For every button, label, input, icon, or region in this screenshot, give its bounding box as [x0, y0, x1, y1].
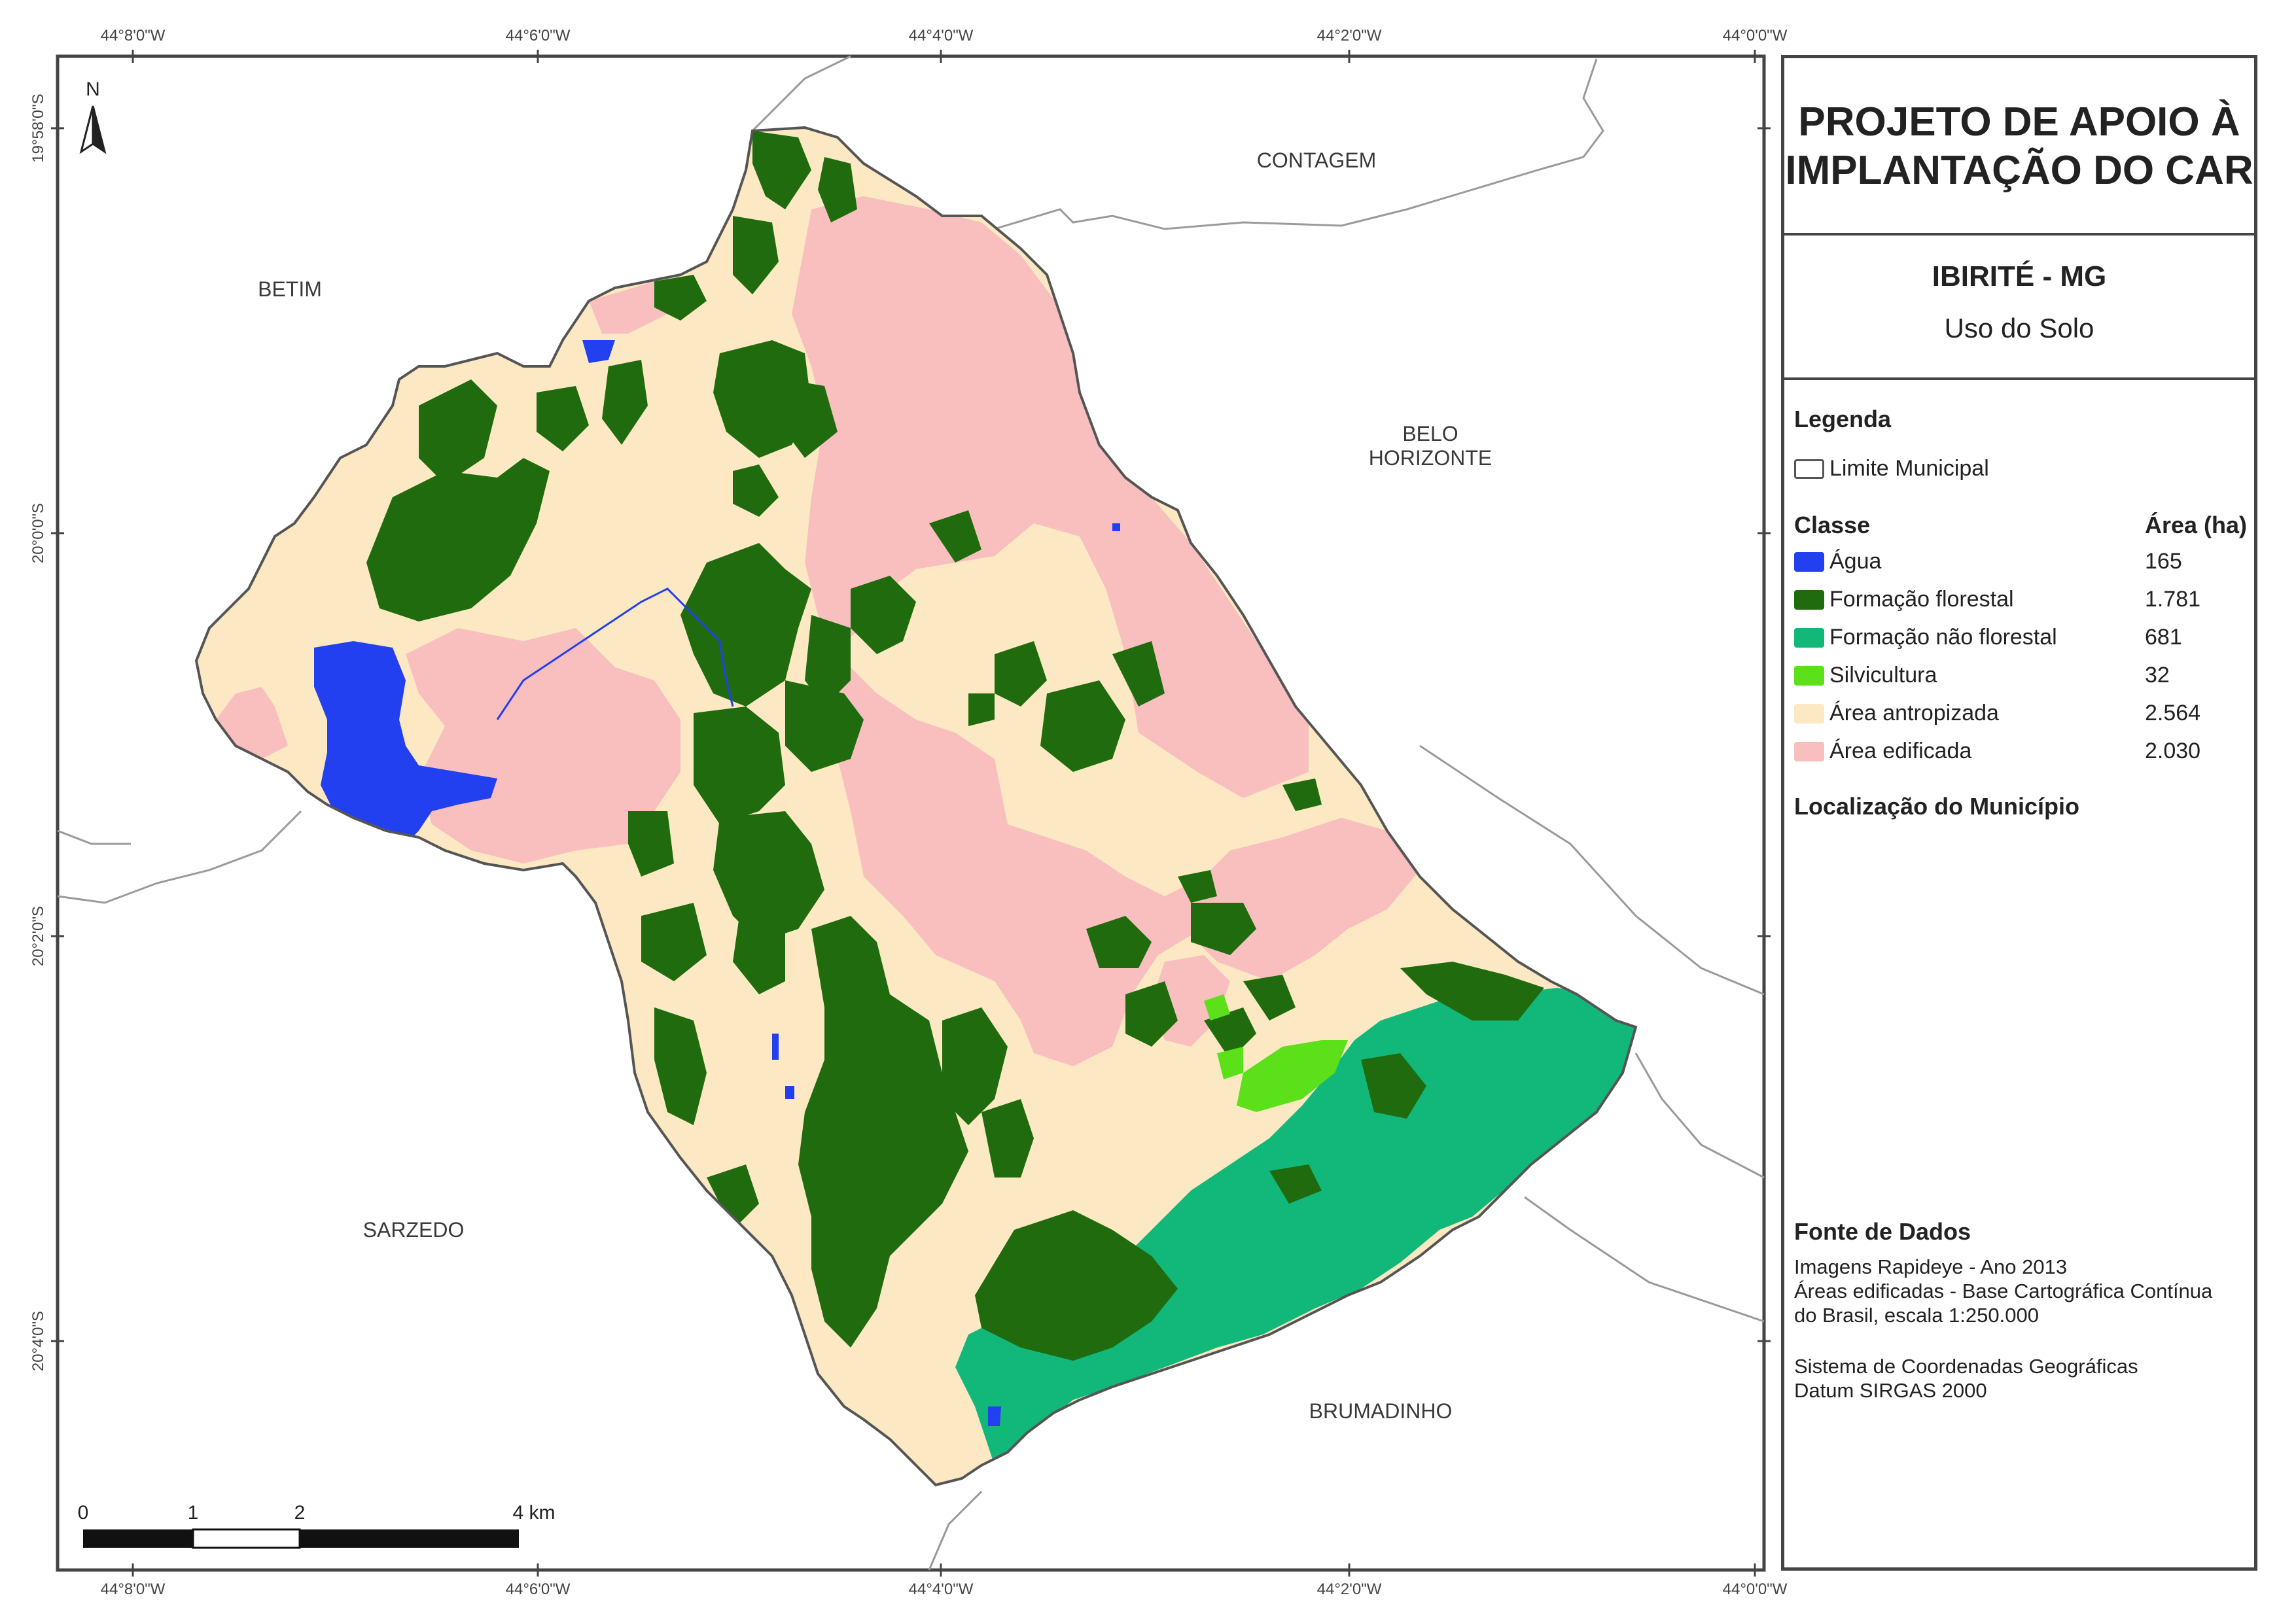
map-title: PROJETO DE APOIO À IMPLANTAÇÃO DO CAR	[1784, 98, 2254, 195]
source-line-1: Imagens Rapideye - Ano 2013	[1794, 1255, 2068, 1278]
label-sarzedo: SARZEDO	[363, 1218, 465, 1242]
legend-area-silvicultura: 32	[2145, 663, 2170, 688]
scale-label-4: 4 km	[512, 1502, 555, 1524]
lon-label-top-5: 44°0'0"W	[1723, 27, 1788, 44]
latitude-labels: 19°58'0"S 20°0'0"S 20°2'0"S 20°4'0"S	[29, 94, 47, 1371]
locator-heading: Localização do Município	[1794, 793, 2080, 820]
lon-label-bottom-1: 44°8'0"W	[101, 1580, 166, 1598]
graticule-ticks	[51, 50, 1771, 1577]
scale-bar: 0 1 2 4 km	[78, 1502, 556, 1549]
source-line-3: do Brasil, escala 1:250.000	[1794, 1304, 2039, 1327]
legend-label-formacao-nao-florestal: Formação não florestal	[1829, 625, 2057, 650]
lon-label-top-2: 44°6'0"W	[506, 27, 571, 44]
legend-area-area-edificada: 2.030	[2145, 739, 2201, 763]
legend-swatch-formacao-florestal	[1794, 590, 1824, 610]
legend-label-boundary: Limite Municipal	[1829, 456, 1989, 481]
class-heading: Classe	[1794, 512, 1871, 538]
legend-area-formacao-nao-florestal: 681	[2145, 625, 2182, 650]
lon-label-top-4: 44°2'0"W	[1317, 27, 1382, 44]
legend-heading: Legenda	[1794, 406, 1892, 432]
panel-divider-2	[1784, 377, 2254, 380]
ibirite-boundary	[194, 126, 1638, 1487]
legend-swatch-boundary	[1794, 459, 1824, 479]
theme-title: Uso do Solo	[1944, 313, 2094, 343]
panel-divider-1	[1784, 233, 2254, 236]
label-brumadinho: BRUMADINHO	[1309, 1399, 1453, 1423]
lon-label-top-1: 44°8'0"W	[101, 27, 166, 44]
source-line-2: Áreas edificadas - Base Cartográfica Con…	[1794, 1280, 2213, 1302]
lat-label-3: 20°2'0"S	[29, 906, 47, 966]
source-line-4: Sistema de Coordenadas Geográficas	[1794, 1355, 2138, 1378]
legend-label-area-edificada: Área edificada	[1829, 739, 1972, 763]
north-arrow-icon: N	[79, 79, 107, 154]
source-line-5: Datum SIRGAS 2000	[1794, 1379, 1987, 1402]
title-line-2: IMPLANTAÇÃO DO CAR	[1785, 148, 2253, 193]
label-belo: BELO	[1402, 422, 1458, 445]
legend-swatch-formacao-nao-florestal	[1794, 628, 1824, 648]
legend-label-agua: Água	[1829, 549, 1882, 574]
municipality-title: IBIRITÉ - MG	[1932, 260, 2107, 292]
legend-label-silvicultura: Silvicultura	[1829, 663, 1937, 688]
scale-label-2: 2	[294, 1502, 306, 1524]
lon-label-bottom-5: 44°0'0"W	[1723, 1580, 1788, 1598]
neighbor-boundaries	[57, 55, 1765, 1571]
legend-area-agua: 165	[2145, 549, 2182, 574]
legend-area-area-antropizada: 2.564	[2145, 701, 2201, 725]
legend-swatch-area-edificada	[1794, 742, 1824, 761]
lon-label-bottom-4: 44°2'0"W	[1317, 1580, 1382, 1598]
legend-label-formacao-florestal: Formação florestal	[1829, 587, 2014, 612]
legend-area-formacao-florestal: 1.781	[2145, 587, 2201, 612]
title-line-1: PROJETO DE APOIO À	[1798, 99, 2240, 145]
lat-label-4: 20°4'0"S	[29, 1311, 47, 1371]
legend-swatch-silvicultura	[1794, 666, 1824, 686]
scale-label-1: 1	[188, 1502, 199, 1524]
legend-swatch-agua	[1794, 552, 1824, 572]
scale-label-0: 0	[78, 1502, 89, 1524]
lat-label-2: 20°0'0"S	[29, 503, 47, 563]
svg-text:N: N	[86, 79, 100, 100]
lon-label-top-3: 44°4'0"W	[909, 27, 974, 44]
legend-panel	[1781, 55, 2257, 1571]
area-heading: Área (ha)	[2145, 512, 2248, 538]
lon-label-bottom-2: 44°6'0"W	[506, 1580, 571, 1598]
neighbor-labels: CONTAGEM BETIM BELO HORIZONTE SARZEDO BR…	[258, 148, 1492, 1423]
sources-heading: Fonte de Dados	[1794, 1218, 1971, 1245]
longitude-labels: 44°8'0"W 44°6'0"W 44°4'0"W 44°2'0"W 44°0…	[101, 27, 1788, 1598]
label-betim: BETIM	[258, 277, 322, 301]
lon-label-bottom-3: 44°4'0"W	[909, 1580, 974, 1598]
label-contagem: CONTAGEM	[1257, 148, 1377, 172]
label-horizonte: HORIZONTE	[1369, 446, 1492, 470]
legend-swatch-area-antropizada	[1794, 704, 1824, 724]
legend-label-area-antropizada: Área antropizada	[1829, 701, 1999, 725]
lat-label-1: 19°58'0"S	[29, 94, 47, 162]
